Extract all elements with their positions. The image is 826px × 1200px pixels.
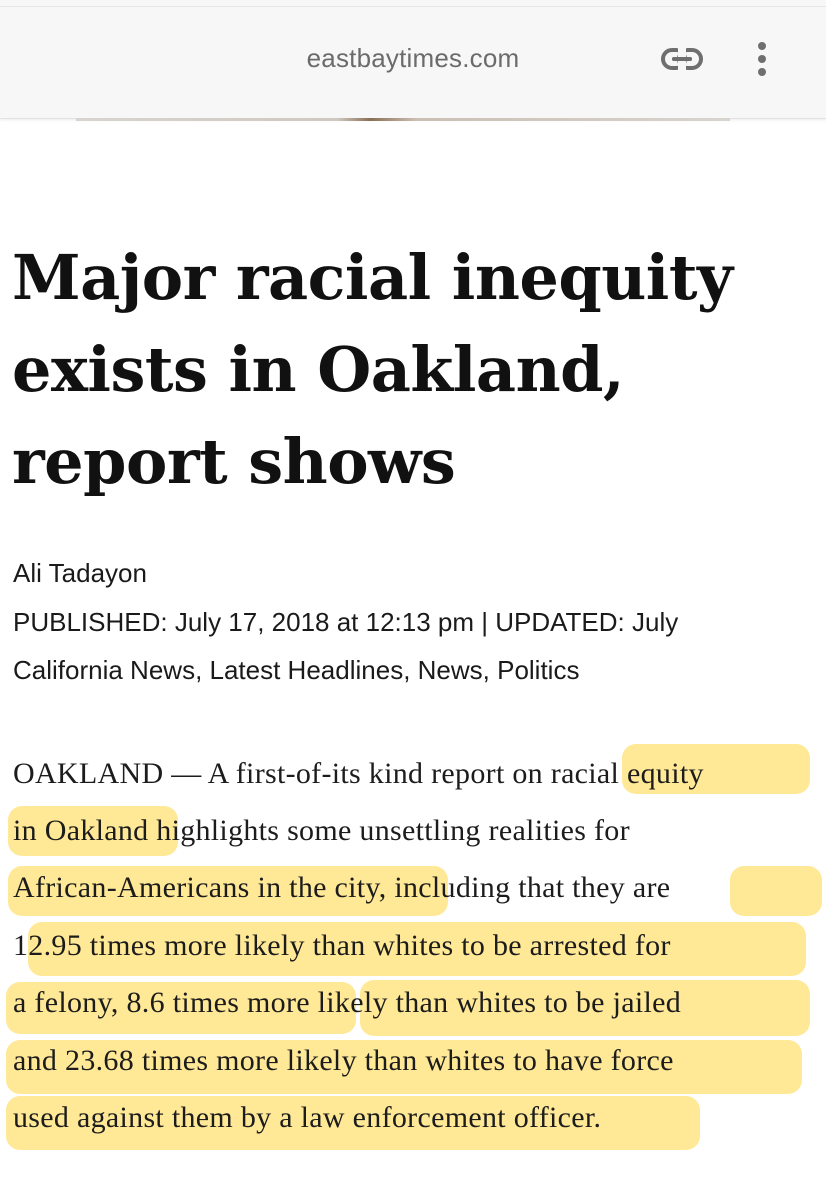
article-paragraph-line: in Oakland highlights some unsettling re… [13, 814, 630, 847]
article-paragraph-line: and 23.68 times more likely than whites … [13, 1044, 674, 1077]
highlighter-mark [360, 980, 810, 1036]
highlighter-mark [622, 744, 810, 794]
article-paragraph-line: African-Americans in the city, including… [13, 871, 671, 904]
article-headline: Major racial inequity exists in Oakland,… [12, 232, 812, 508]
article-author[interactable]: Ali Tadayon [13, 558, 147, 588]
headline-line: exists in Oakland, [12, 333, 625, 406]
headline-line: report shows [12, 425, 456, 498]
link-icon[interactable] [660, 44, 704, 74]
highlighter-mark [8, 866, 448, 916]
highlighter-mark [730, 866, 822, 916]
toolbar-edge [0, 6, 826, 7]
article-categories[interactable]: California News, Latest Headlines, News,… [13, 655, 580, 685]
browser-toolbar: eastbaytimes.com [0, 0, 826, 119]
hero-image-edge [76, 118, 730, 121]
article-paragraph-line: 12.95 times more likely than whites to b… [13, 929, 671, 962]
highlighter-mark [8, 806, 178, 856]
highlighter-mark [6, 982, 356, 1034]
url-bar[interactable]: eastbaytimes.com [306, 43, 520, 73]
more-vertical-icon[interactable] [750, 40, 774, 80]
headline-line: Major racial inequity [12, 241, 733, 314]
article-paragraph-line: used against them by a law enforcement o… [13, 1101, 602, 1134]
article-paragraph-line: OAKLAND — A first-of-its kind report on … [13, 757, 704, 790]
highlighter-mark [28, 922, 806, 976]
article-paragraph-line: a felony, 8.6 times more likely than whi… [13, 986, 682, 1019]
article-dateline: PUBLISHED: July 17, 2018 at 12:13 pm | U… [13, 607, 679, 637]
highlighter-mark [6, 1096, 700, 1150]
highlighter-mark [6, 1040, 802, 1094]
